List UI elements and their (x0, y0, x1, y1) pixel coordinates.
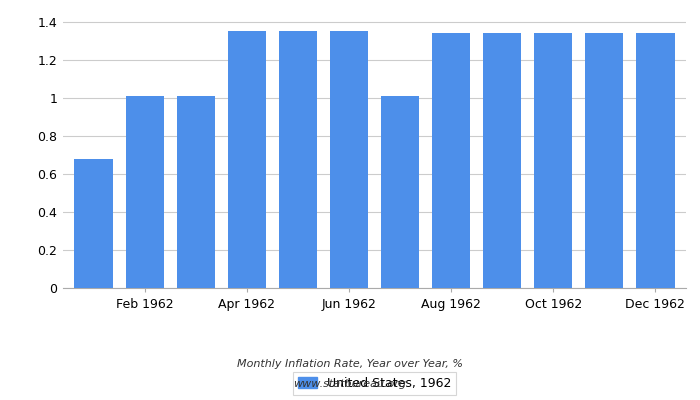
Bar (483, 33, 522, 288)
Text: www.statbureau.org: www.statbureau.org (293, 379, 407, 389)
Bar (432, 33, 470, 288)
Bar (125, 96, 164, 288)
Bar (74, 158, 113, 288)
Bar (279, 31, 317, 288)
Text: Monthly Inflation Rate, Year over Year, %: Monthly Inflation Rate, Year over Year, … (237, 359, 463, 369)
Legend: United States, 1962: United States, 1962 (293, 372, 456, 394)
Bar (330, 31, 368, 288)
Bar (585, 33, 624, 288)
Bar (534, 33, 573, 288)
Bar (636, 33, 675, 288)
Bar (381, 96, 419, 288)
Bar (228, 31, 266, 288)
Bar (176, 96, 215, 288)
